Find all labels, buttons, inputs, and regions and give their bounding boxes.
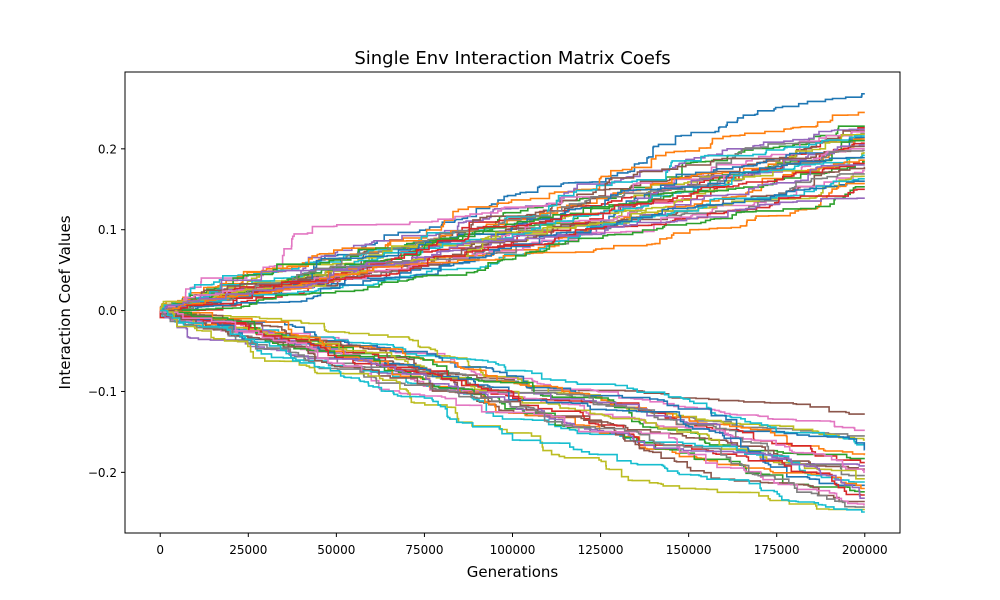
x-tick-label: 200000: [842, 543, 888, 557]
series-line: [160, 180, 865, 312]
series-line: [160, 309, 865, 508]
x-tick-label: 175000: [754, 543, 800, 557]
series-line: [160, 133, 865, 312]
series-line: [160, 309, 865, 446]
series-line: [160, 309, 865, 503]
series-line: [160, 159, 865, 312]
y-tick-label: 0.1: [98, 223, 117, 237]
x-tick-label: 125000: [578, 543, 624, 557]
series-line: [159, 138, 865, 312]
series-line: [160, 131, 865, 312]
series-line: [159, 309, 865, 506]
x-axis-label: Generations: [467, 563, 559, 581]
chart-title: Single Env Interaction Matrix Coefs: [354, 48, 670, 69]
y-axis-ticks: −0.2 −0.1 0.0 0.1 0.2: [88, 142, 125, 480]
x-tick-label: 0: [156, 543, 164, 557]
series-group: [159, 93, 866, 513]
y-tick-label: 0.2: [98, 142, 117, 156]
y-tick-label: 0.0: [98, 304, 117, 318]
x-axis-ticks: 0 25000 50000 75000 100000 125000 150000 175000…: [156, 533, 888, 557]
series-line: [160, 186, 865, 312]
series-line: [160, 309, 865, 490]
x-tick-label: 150000: [666, 543, 712, 557]
series-line: [160, 309, 865, 487]
series-line: [160, 162, 865, 312]
x-tick-label: 100000: [490, 543, 536, 557]
series-line: [160, 197, 865, 312]
y-tick-label: −0.1: [88, 385, 117, 399]
series-line: [160, 154, 865, 312]
series-line: [160, 309, 865, 511]
y-tick-label: −0.2: [88, 466, 117, 480]
x-tick-label: 50000: [317, 543, 355, 557]
x-tick-label: 75000: [405, 543, 443, 557]
series-line: [160, 309, 865, 513]
series-line: [160, 309, 866, 456]
y-axis-label: Interaction Coef Values: [56, 215, 74, 389]
x-tick-label: 25000: [229, 543, 267, 557]
plot-frame: [124, 71, 901, 534]
